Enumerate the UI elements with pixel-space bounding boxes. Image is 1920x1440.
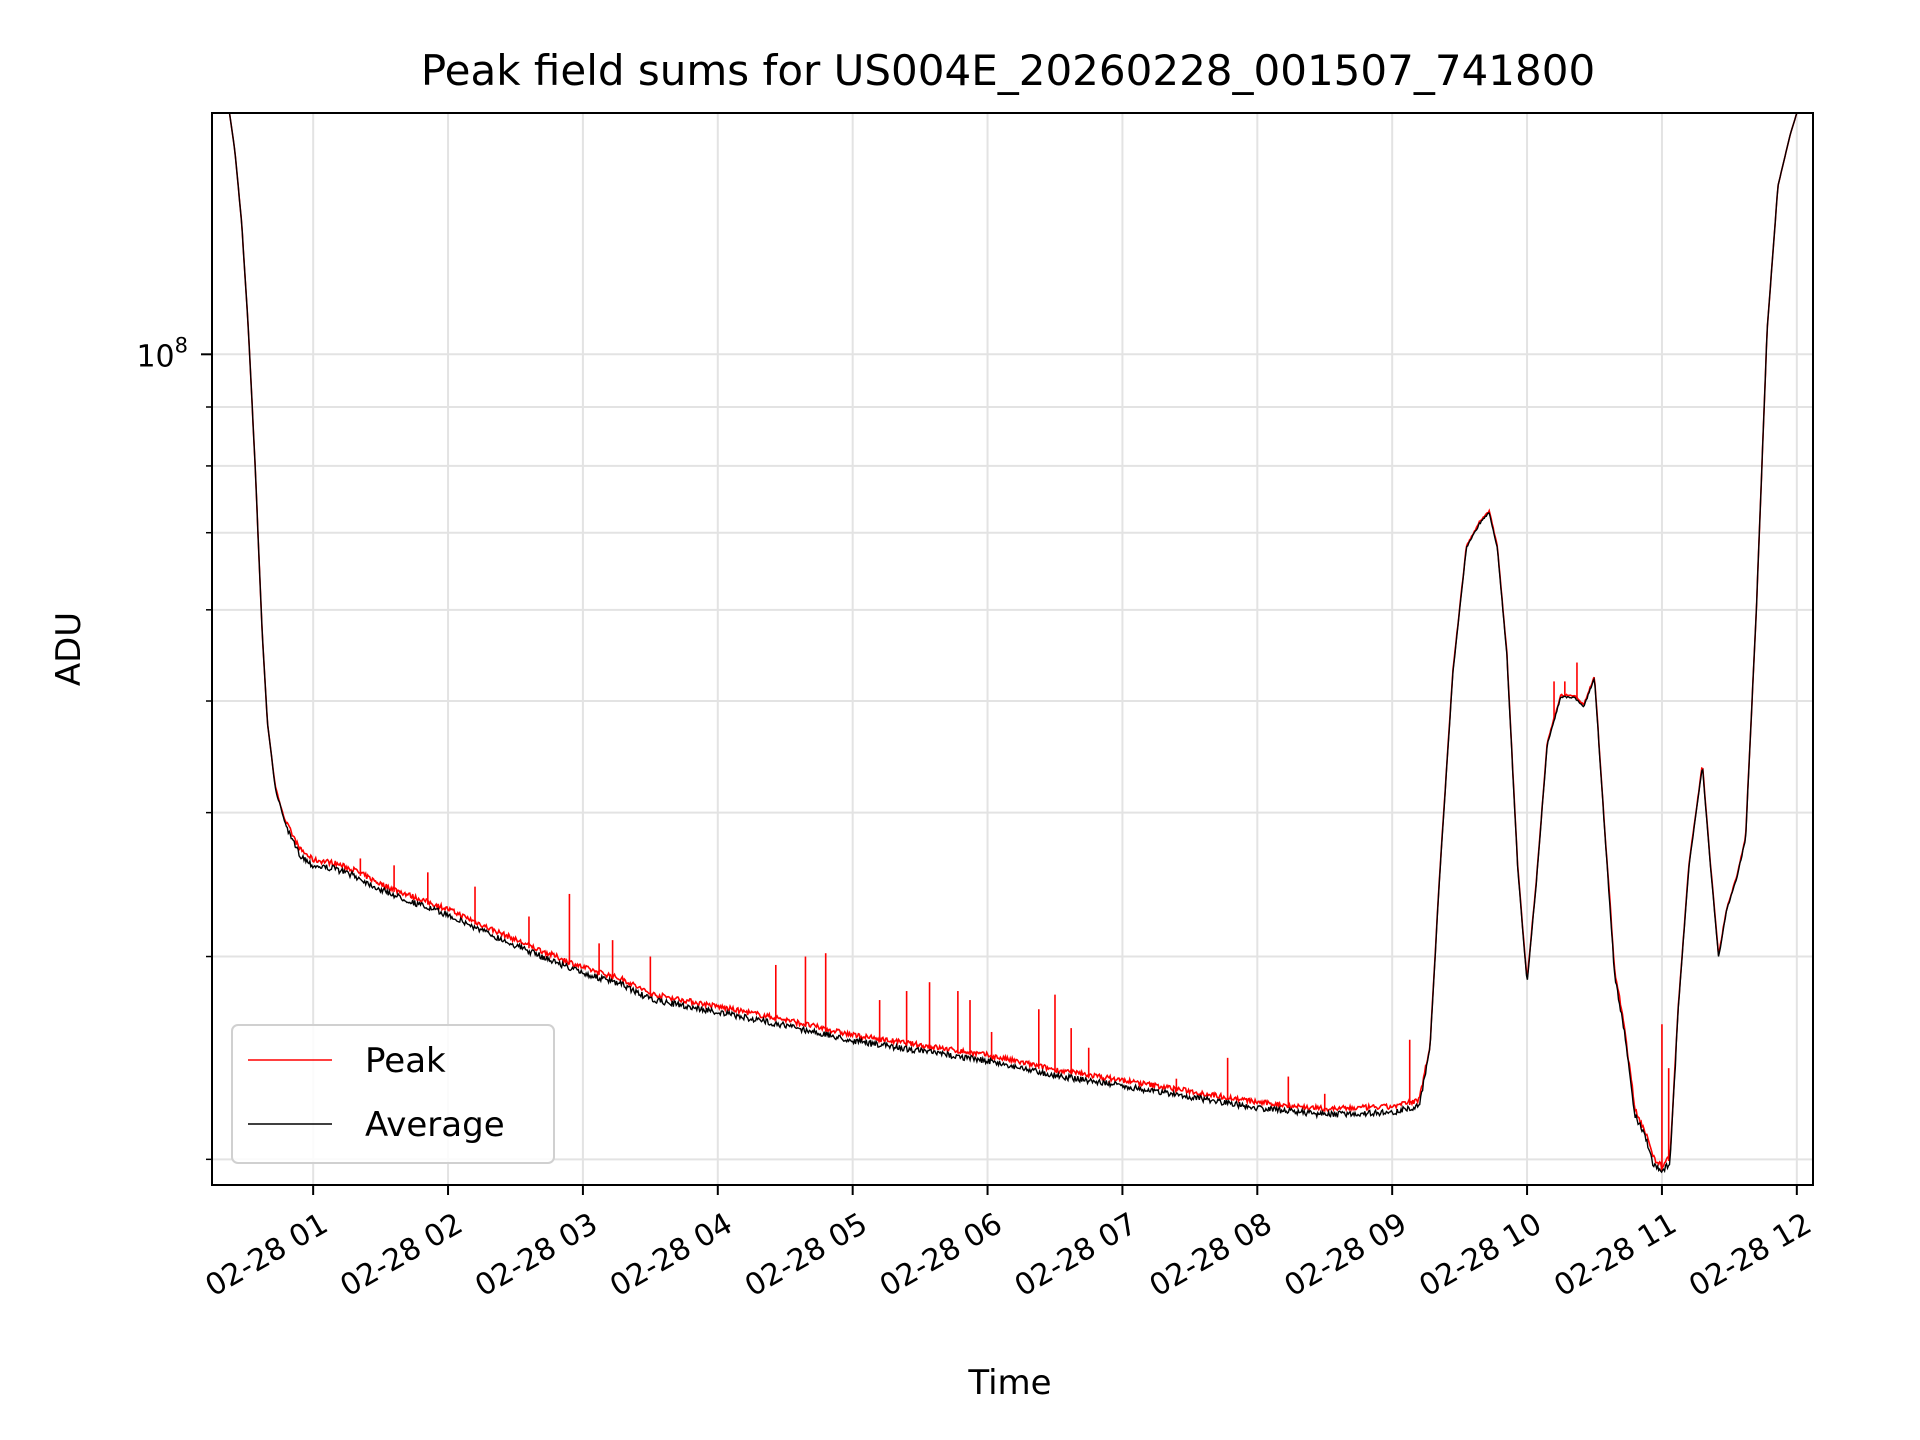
chart-title: Peak field sums for US004E_20260228_0015…: [421, 46, 1595, 95]
y-axis-ticks: 108: [136, 333, 212, 1161]
series-average: [228, 112, 1798, 1174]
y-axis-label: ADU: [49, 612, 89, 686]
y-tick-label: 108: [136, 333, 188, 374]
grid-lines: [212, 113, 1813, 1185]
x-axis-label: Time: [967, 1363, 1051, 1403]
average-line: [228, 112, 1798, 1174]
legend: Peak Average: [231, 1024, 555, 1164]
plot-frame: [211, 112, 1814, 1186]
legend-average-label: Average: [365, 1105, 505, 1145]
legend-peak-label: Peak: [365, 1041, 446, 1081]
